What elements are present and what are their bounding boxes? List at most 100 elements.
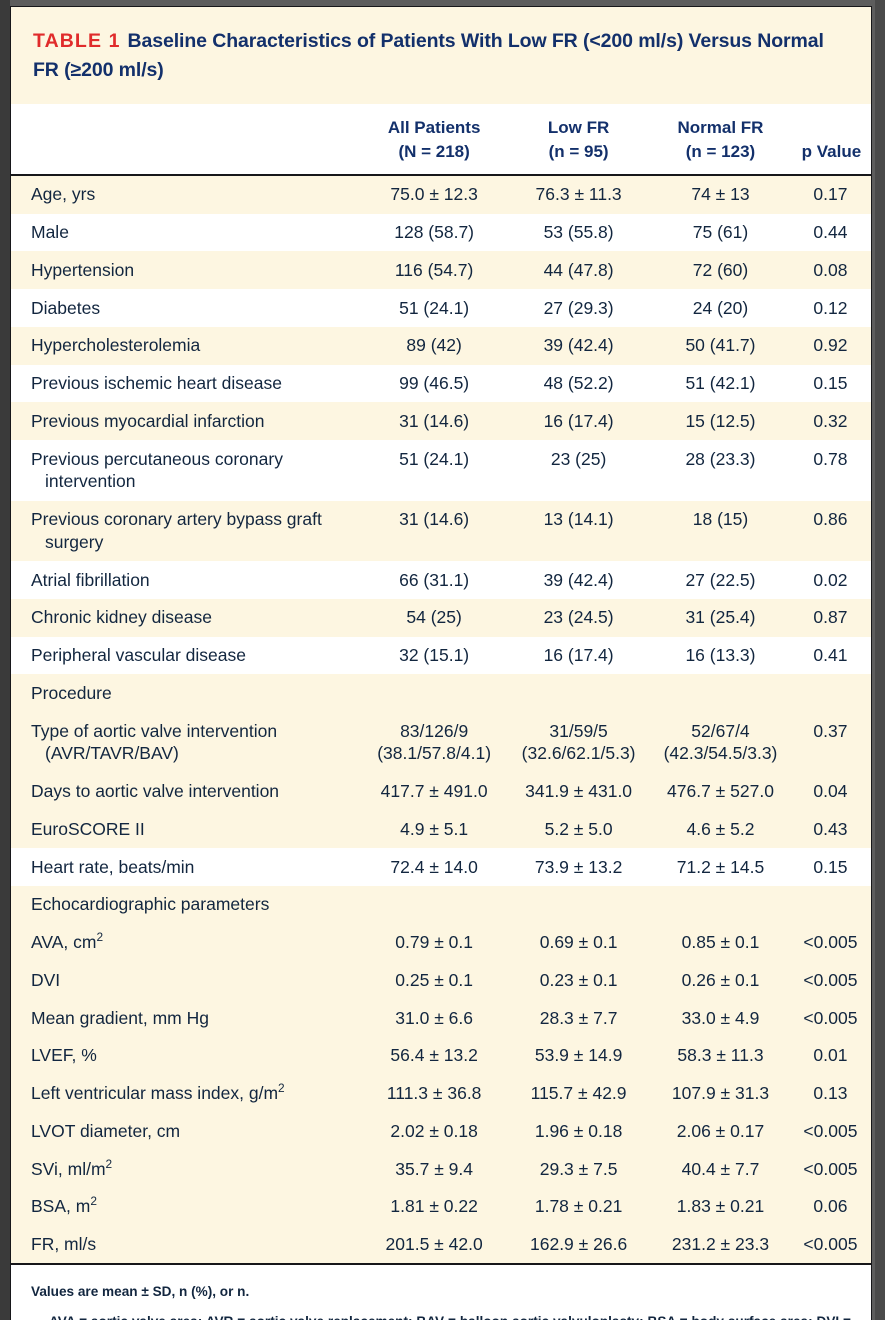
cell-p-value: <0.005	[791, 1225, 871, 1266]
table-title: TABLE 1 Baseline Characteristics of Patie…	[33, 27, 849, 86]
row-label: Type of aortic valve intervention (AVR/T…	[11, 712, 361, 773]
cell-all-patients: 66 (31.1)	[360, 561, 509, 599]
cell-normal-fr	[649, 885, 792, 924]
cell-all-patients: 0.25 ± 0.1	[360, 961, 509, 999]
footnote-abbreviations: AVA = aortic valve area; AVR = aortic va…	[31, 1311, 851, 1320]
row-label: Diabetes	[11, 289, 361, 327]
row-label: LVEF, %	[11, 1036, 361, 1075]
row-label: Previous ischemic heart disease	[11, 364, 361, 403]
header-cell-rowlabel	[11, 103, 361, 176]
cell-p-value: 0.43	[791, 810, 871, 848]
left-gutter	[0, 0, 10, 1320]
header-all-patients-line2: (N = 218)	[398, 141, 470, 161]
cell-normal-fr: 50 (41.7)	[649, 326, 792, 365]
table-row: Previous myocardial infarction 31 (14.6) 1…	[11, 402, 871, 440]
cell-p-value: <0.005	[791, 961, 871, 999]
table-row: LVEF, % 56.4 ± 13.2 53.9 ± 14.9 58.3 ± 11.3…	[11, 1036, 871, 1075]
cell-p-value: <0.005	[791, 999, 871, 1037]
row-label: Peripheral vascular disease	[11, 636, 361, 675]
cell-normal-fr: 18 (15)	[649, 500, 792, 561]
table-row: Days to aortic valve intervention 417.7 ±…	[11, 772, 871, 811]
cell-low-fr: 1.78 ± 0.21	[508, 1187, 650, 1226]
cell-all-patients: 89 (42)	[360, 326, 509, 365]
table-row: Age, yrs 75.0 ± 12.3 76.3 ± 11.3 74 ± 13 0.1…	[11, 174, 871, 214]
footnote-values-note: Values are mean ± SD, n (%), or n.	[31, 1284, 250, 1300]
cell-normal-fr: 72 (60)	[649, 251, 792, 289]
cell-low-fr: 44 (47.8)	[508, 251, 650, 289]
cell-low-fr: 5.2 ± 5.0	[508, 810, 650, 848]
row-label: Echocardiographic parameters	[11, 885, 361, 924]
cell-low-fr: 76.3 ± 11.3	[508, 174, 650, 214]
cell-all-patients: 83/126/9 (38.1/57.8/4.1)	[360, 712, 509, 773]
table-header-row: All Patients (N = 218) Low FR (n = 95) N…	[11, 103, 871, 176]
cell-p-value: 0.04	[791, 772, 871, 811]
row-label: BSA, m2	[11, 1187, 361, 1226]
row-label: Hypertension	[11, 251, 361, 289]
cell-low-fr: 27 (29.3)	[508, 289, 650, 327]
cell-all-patients: 72.4 ± 14.0	[360, 848, 509, 886]
table-row: FR, ml/s 201.5 ± 42.0 162.9 ± 26.6 231.2 ± …	[11, 1225, 871, 1266]
baseline-characteristics-table: All Patients (N = 218) Low FR (n = 95) N…	[11, 103, 871, 1266]
cell-all-patients: 31.0 ± 6.6	[360, 999, 509, 1037]
cell-normal-fr: 0.26 ± 0.1	[649, 961, 792, 999]
cell-low-fr: 29.3 ± 7.5	[508, 1150, 650, 1188]
cell-low-fr: 48 (52.2)	[508, 364, 650, 403]
cell-all-patients: 116 (54.7)	[360, 251, 509, 289]
cell-normal-fr: 28 (23.3)	[649, 440, 792, 501]
row-label: Previous myocardial infarction	[11, 402, 361, 440]
table-row: Chronic kidney disease 54 (25) 23 (24.5) 31…	[11, 598, 871, 637]
cell-normal-fr: 31 (25.4)	[649, 598, 792, 637]
cell-p-value	[791, 674, 871, 712]
cell-p-value: <0.005	[791, 923, 871, 962]
header-cell-normal-fr: Normal FR (n = 123)	[649, 103, 792, 176]
table-row: Heart rate, beats/min 72.4 ± 14.0 73.9 ± 1…	[11, 848, 871, 886]
table-row: Echocardiographic parameters	[11, 885, 871, 924]
cell-p-value: 0.32	[791, 402, 871, 440]
table-row: Peripheral vascular disease 32 (15.1) 16 (…	[11, 636, 871, 675]
row-label: Mean gradient, mm Hg	[11, 999, 361, 1037]
table-row: AVA, cm2 0.79 ± 0.1 0.69 ± 0.1 0.85 ± 0.1 <0…	[11, 923, 871, 962]
cell-low-fr: 162.9 ± 26.6	[508, 1225, 650, 1266]
cell-low-fr: 115.7 ± 42.9	[508, 1074, 650, 1113]
table-row: Procedure	[11, 674, 871, 712]
cell-p-value: 0.08	[791, 251, 871, 289]
cell-low-fr: 23 (24.5)	[508, 598, 650, 637]
cell-all-patients: 128 (58.7)	[360, 213, 509, 252]
cell-normal-fr: 4.6 ± 5.2	[649, 810, 792, 848]
cell-low-fr: 39 (42.4)	[508, 326, 650, 365]
table-row: Hypertension 116 (54.7) 44 (47.8) 72 (60) 0.…	[11, 251, 871, 289]
table-row: Previous ischemic heart disease 99 (46.5)…	[11, 364, 871, 403]
table-row: Male 128 (58.7) 53 (55.8) 75 (61) 0.44	[11, 213, 871, 252]
header-cell-all-patients: All Patients (N = 218)	[360, 103, 509, 176]
header-low-fr-line1: Low FR	[547, 117, 610, 137]
cell-p-value: 0.87	[791, 598, 871, 637]
cell-p-value: 0.01	[791, 1036, 871, 1075]
cell-p-value: <0.005	[791, 1150, 871, 1188]
cell-all-patients: 417.7 ± 491.0	[360, 772, 509, 811]
cell-low-fr: 1.96 ± 0.18	[508, 1112, 650, 1150]
cell-normal-fr: 231.2 ± 23.3	[649, 1225, 792, 1266]
cell-p-value: 0.15	[791, 848, 871, 886]
row-label: Previous percutaneous coronary intervent…	[11, 440, 361, 501]
cell-p-value: 0.86	[791, 500, 871, 561]
row-label: Heart rate, beats/min	[11, 848, 361, 886]
cell-all-patients: 201.5 ± 42.0	[360, 1225, 509, 1266]
row-label: Days to aortic valve intervention	[11, 772, 361, 811]
cell-all-patients: 35.7 ± 9.4	[360, 1150, 509, 1188]
cell-low-fr: 31/59/5 (32.6/62.1/5.3)	[508, 712, 650, 773]
cell-normal-fr: 24 (20)	[649, 289, 792, 327]
cell-normal-fr: 58.3 ± 11.3	[649, 1036, 792, 1075]
cell-normal-fr: 2.06 ± 0.17	[649, 1112, 792, 1150]
cell-all-patients: 31 (14.6)	[360, 500, 509, 561]
cell-p-value: <0.005	[791, 1112, 871, 1150]
row-label: FR, ml/s	[11, 1225, 361, 1266]
cell-normal-fr: 52/67/4 (42.3/54.5/3.3)	[649, 712, 792, 773]
cell-low-fr: 0.69 ± 0.1	[508, 923, 650, 962]
table-row: Atrial fibrillation 66 (31.1) 39 (42.4) 27 …	[11, 561, 871, 599]
cell-low-fr: 0.23 ± 0.1	[508, 961, 650, 999]
cell-normal-fr: 476.7 ± 527.0	[649, 772, 792, 811]
cell-all-patients	[360, 674, 509, 712]
table-row: DVI 0.25 ± 0.1 0.23 ± 0.1 0.26 ± 0.1 <0.005	[11, 961, 871, 999]
cell-p-value: 0.12	[791, 289, 871, 327]
